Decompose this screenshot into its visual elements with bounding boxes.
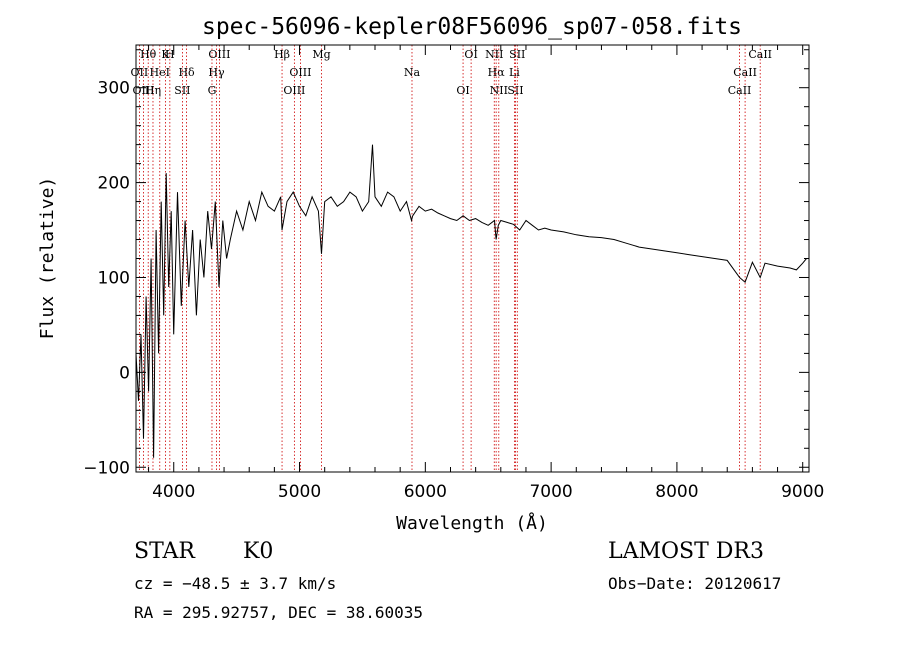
spectral-line-label: Li <box>509 66 520 79</box>
chart-title: spec-56096-kepler08F56096_sp07-058.fits <box>202 14 742 40</box>
spectral-line-label: OI <box>456 84 469 97</box>
y-axis: −100 0 100 200 300 <box>83 49 809 478</box>
spectral-line-label: H <box>165 48 175 61</box>
spectral-line-label: NII <box>485 48 503 61</box>
x-tick-label: 6000 <box>404 482 447 502</box>
spectral-line-label: SII <box>509 48 525 61</box>
spectral-line-label: CaII <box>733 66 757 79</box>
spectral-line-label: SII <box>174 84 190 97</box>
series-line-spectrum <box>135 144 807 458</box>
y-tick-label: 0 <box>119 363 130 383</box>
y-tick-label: 300 <box>98 79 130 99</box>
x-axis: 4000 5000 6000 7000 8000 9000 <box>148 45 824 502</box>
spectral-line-label: Hδ <box>178 66 195 79</box>
spectral-line-label: G <box>208 84 217 97</box>
spectral-line-label: Mg <box>312 48 330 61</box>
spectral-line-label: Hθ <box>140 48 157 61</box>
spectral-line-label: OII <box>131 66 149 79</box>
y-axis-label: Flux (relative) <box>37 177 58 340</box>
y-tick-label: 100 <box>98 268 130 288</box>
spectral-line-label: Hη <box>145 84 161 97</box>
spectral-line-label: Hα <box>488 66 506 79</box>
spectral-line-label: NII <box>490 84 508 97</box>
object-class: STAR <box>134 539 195 564</box>
y-tick-label: 200 <box>98 174 130 194</box>
spectral-line-label: OIII <box>208 48 230 61</box>
x-tick-label: 7000 <box>529 482 572 502</box>
spectral-line-label: Hγ <box>208 66 225 79</box>
spectral-line-label: Hβ <box>274 48 290 61</box>
x-axis-label: Wavelength (Å) <box>396 512 548 534</box>
x-tick-label: 5000 <box>278 482 321 502</box>
data-series <box>135 144 807 458</box>
object-subclass: K0 <box>243 539 274 564</box>
y-tick-label: −100 <box>83 458 130 478</box>
spectral-line-label: SII <box>507 84 523 97</box>
spectral-lines: HθOIIOIIIKHeIHηHHδSIIOIIIHγGHβOIIIOIIIMg… <box>131 45 772 472</box>
plot-frame <box>135 44 810 473</box>
spectral-line-label: OIII <box>283 84 305 97</box>
spectral-line-label: K <box>161 48 170 61</box>
observation-date: Obs−Date: 20120617 <box>608 574 782 593</box>
spectral-line-label: Na <box>404 66 421 79</box>
spectral-line-label: HeI <box>150 66 170 79</box>
x-tick-label: 9000 <box>781 482 824 502</box>
survey-name: LAMOST DR3 <box>608 539 764 564</box>
spectral-line-label: CaII <box>728 84 752 97</box>
spectral-line-label: OI <box>464 48 477 61</box>
spectral-line-label: OIII <box>289 66 311 79</box>
x-tick-label: 4000 <box>152 482 195 502</box>
coordinates: RA = 295.92757, DEC = 38.60035 <box>134 603 423 622</box>
x-tick-label: 8000 <box>655 482 698 502</box>
spectral-line-label: CaII <box>748 48 772 61</box>
redshift-velocity: cz = −48.5 ± 3.7 km/s <box>134 574 337 593</box>
